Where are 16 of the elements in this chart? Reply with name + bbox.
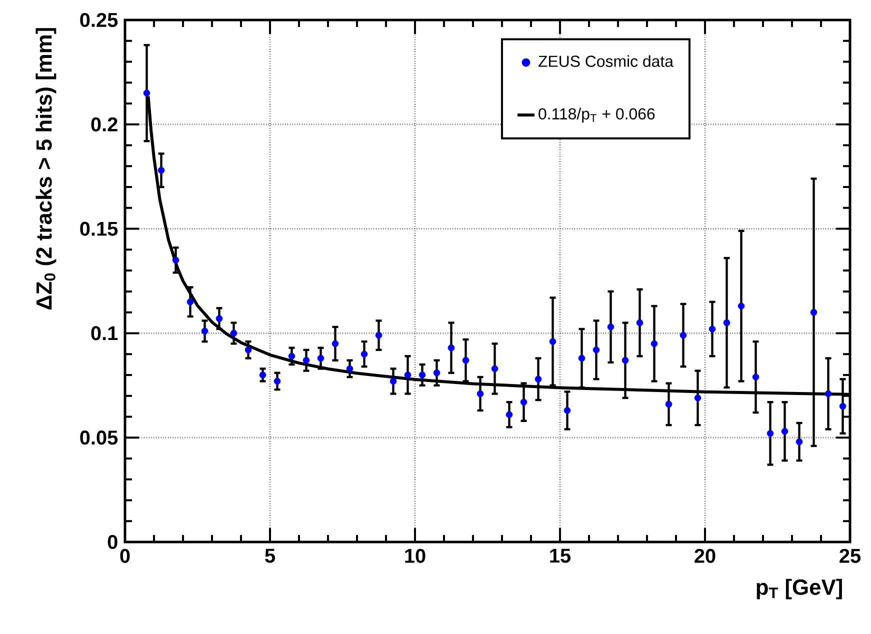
x-tick-label: 25	[840, 548, 861, 563]
x-tick-label: 0	[120, 548, 130, 563]
x-axis-title: p$_{T}$ [GeV]	[756, 578, 842, 600]
y-axis-title: ΔZ$_{0}$ (2 tracks > 5 hits) [mm]	[36, 28, 56, 310]
y-tick-label: 0.15	[80, 222, 118, 236]
x-tick-label: 5	[265, 548, 275, 563]
y-tick-label: 0	[108, 534, 118, 550]
x-tick-label: 15	[550, 548, 571, 563]
x-tick-label: 10	[405, 548, 426, 563]
legend-label: 0.118/p$_{T}$ + 0.066	[538, 108, 655, 123]
x-tick-label: 20	[694, 548, 716, 563]
y-tick-label: 0.25	[80, 12, 118, 28]
y-tick-label: 0.1	[91, 326, 118, 340]
legend-label: ZEUS Cosmic data	[538, 55, 674, 67]
y-tick-label: 0.05	[80, 430, 118, 445]
y-tick-label: 0.2	[91, 117, 118, 132]
